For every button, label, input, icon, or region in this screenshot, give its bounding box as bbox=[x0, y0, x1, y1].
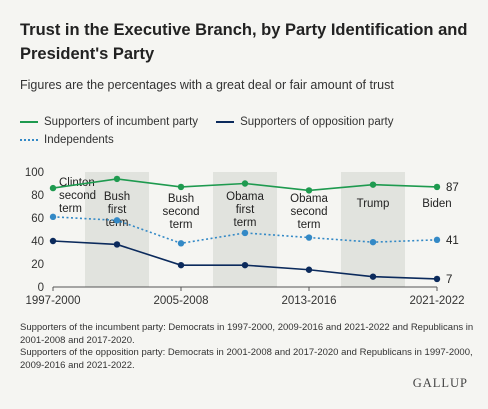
y-tick-label-20: 20 bbox=[31, 259, 44, 271]
legend-label-opposition: Supporters of opposition party bbox=[240, 116, 394, 128]
y-tick-label-100: 100 bbox=[25, 167, 44, 179]
footnote-incumbent: Supporters of the incumbent party: Democ… bbox=[20, 322, 474, 346]
presidency-label-5-0: Trump bbox=[357, 198, 390, 210]
legend-item-incumbent: Supporters of incumbent party bbox=[20, 116, 198, 128]
chart-subtitle: Figures are the percentages with a great… bbox=[20, 78, 394, 92]
gallup-logo: GALLUP bbox=[412, 376, 468, 390]
data-point-2-2 bbox=[177, 240, 185, 247]
chart-title: Trust in the Executive Branch, by Party … bbox=[20, 21, 468, 63]
data-point-1-6 bbox=[433, 275, 441, 283]
legend-item-opposition: Supporters of opposition party bbox=[216, 116, 394, 128]
data-point-2-4 bbox=[305, 234, 313, 241]
y-tick-label-40: 40 bbox=[31, 236, 44, 248]
data-point-2-1 bbox=[113, 217, 121, 224]
legend-swatch-incumbent bbox=[20, 121, 38, 123]
data-point-1-2 bbox=[177, 261, 185, 269]
end-label-0: 87 bbox=[446, 182, 459, 194]
presidency-band-3 bbox=[213, 172, 277, 287]
presidency-label-0-2: term bbox=[59, 203, 82, 215]
x-tick-label-2005-2008: 2005-2008 bbox=[154, 295, 209, 307]
data-point-0-0 bbox=[49, 184, 57, 192]
data-point-2-6 bbox=[433, 236, 441, 244]
data-point-0-2 bbox=[177, 183, 185, 191]
data-point-1-3 bbox=[241, 261, 249, 269]
y-tick-label-80: 80 bbox=[31, 190, 44, 202]
data-point-0-5 bbox=[369, 181, 377, 188]
y-tick-label-60: 60 bbox=[31, 213, 44, 225]
data-point-2-5 bbox=[369, 238, 377, 246]
legend-label-independents: Independents bbox=[44, 134, 114, 146]
presidency-label-2-1: second bbox=[162, 206, 199, 218]
presidency-label-4-0: Obama bbox=[290, 193, 328, 205]
legend-item-independents: Independents bbox=[20, 134, 114, 146]
presidency-label-1-1: first bbox=[108, 204, 127, 216]
legend-swatch-independents bbox=[20, 139, 38, 141]
data-point-2-3 bbox=[241, 229, 249, 237]
footnote-opposition: Supporters of the opposition party: Demo… bbox=[20, 347, 473, 371]
x-tick-label-1997-2000: 1997-2000 bbox=[26, 295, 81, 307]
x-tick-label-2021-2022: 2021-2022 bbox=[410, 295, 465, 307]
presidency-label-1-0: Bush bbox=[104, 191, 130, 203]
footnotes: Supporters of the incumbent party: Democ… bbox=[20, 322, 475, 372]
y-tick-label-0: 0 bbox=[38, 282, 44, 294]
data-point-1-4 bbox=[305, 266, 313, 273]
x-tick-label-2013-2016: 2013-2016 bbox=[282, 295, 337, 307]
line-chart: 0 20 40 60 80 100 1997-2000 2005-2008 2013-2016 2… bbox=[25, 167, 465, 307]
presidency-label-4-2: term bbox=[298, 219, 321, 231]
data-point-0-3 bbox=[241, 180, 249, 187]
presidency-band-5 bbox=[341, 172, 405, 287]
data-point-1-5 bbox=[369, 273, 377, 280]
presidency-label-3-2: term bbox=[234, 217, 257, 229]
presidency-label-3-0: Obama bbox=[226, 191, 264, 203]
presidency-label-2-2: term bbox=[170, 219, 193, 231]
presidency-label-0-1: second bbox=[59, 190, 96, 202]
data-point-0-1 bbox=[113, 175, 121, 183]
end-label-2: 41 bbox=[446, 235, 459, 247]
legend-label-incumbent: Supporters of incumbent party bbox=[44, 116, 199, 128]
data-point-1-1 bbox=[113, 241, 121, 248]
legend-row-2: Independents bbox=[20, 134, 114, 146]
legend-swatch-opposition bbox=[216, 121, 235, 123]
end-label-1: 7 bbox=[446, 274, 452, 286]
data-point-0-6 bbox=[433, 183, 441, 191]
presidency-band-1 bbox=[85, 172, 149, 287]
presidency-label-3-1: first bbox=[236, 204, 255, 216]
presidency-label-4-1: second bbox=[290, 206, 327, 218]
data-point-0-4 bbox=[305, 187, 313, 194]
data-point-2-0 bbox=[49, 213, 57, 221]
presidency-label-6-0: Biden bbox=[422, 198, 451, 210]
legend-row-1: Supporters of incumbent party Supporters… bbox=[20, 116, 394, 128]
presidency-label-2-0: Bush bbox=[168, 193, 194, 205]
data-point-1-0 bbox=[49, 237, 57, 245]
